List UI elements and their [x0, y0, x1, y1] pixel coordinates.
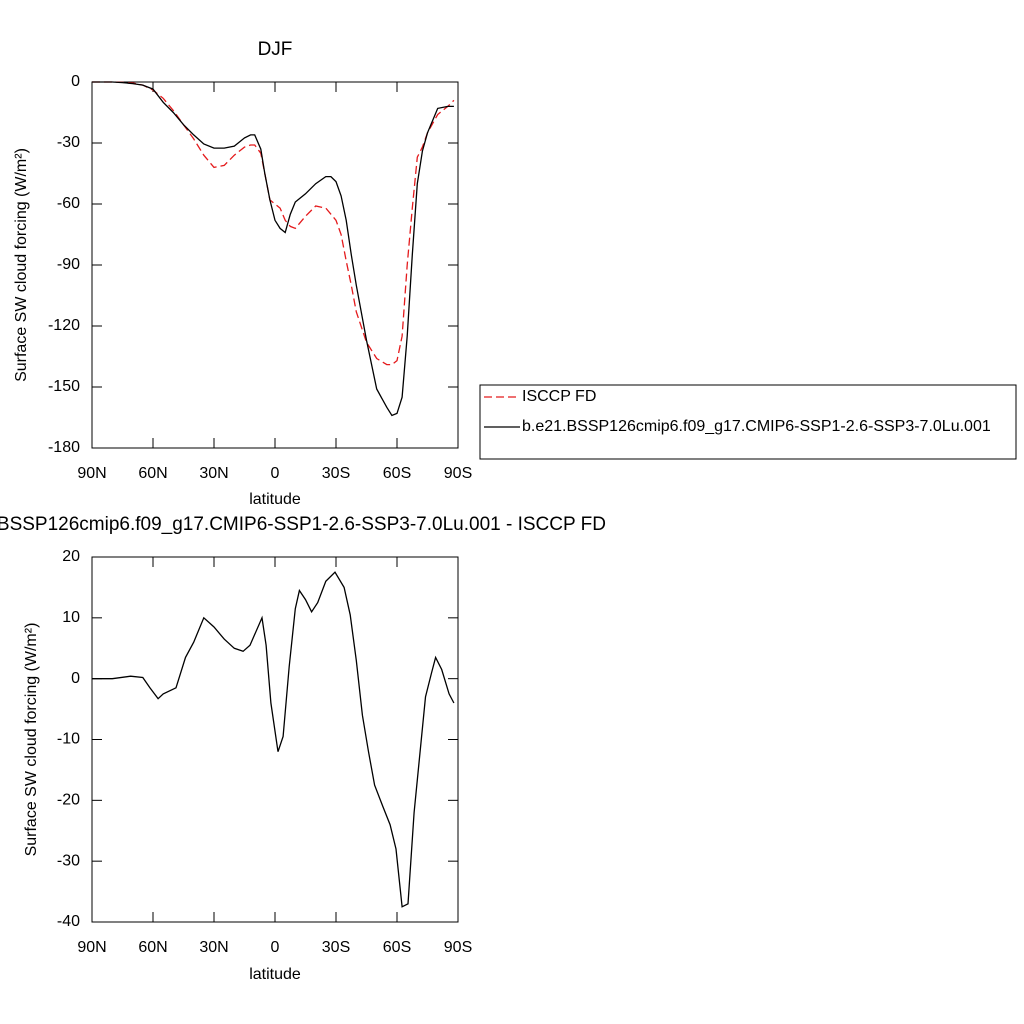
data-line: [92, 81, 454, 417]
data-line: [92, 571, 455, 908]
legend-label: b.e21.BSSP126cmip6.f09_g17.CMIP6-SSP1-2.…: [522, 418, 991, 435]
plot-frame: [91, 556, 459, 923]
y-tick-label: 0: [71, 73, 80, 90]
y-tick-label: -60: [57, 195, 80, 212]
plot-frame: [91, 81, 459, 449]
y-axis-label: Surface SW cloud forcing (W/m²): [23, 623, 40, 857]
y-axis-label: Surface SW cloud forcing (W/m²): [13, 148, 30, 382]
x-tick-label: 90S: [444, 465, 472, 482]
y-tick-label: -180: [48, 439, 80, 456]
x-tick-label: 0: [271, 465, 280, 482]
x-tick-label: 90N: [77, 465, 106, 482]
x-axis-label: latitude: [249, 966, 301, 983]
x-tick-label: 60N: [138, 939, 167, 956]
x-tick-label: 30S: [322, 465, 350, 482]
x-tick-label: 30N: [199, 939, 228, 956]
chart-title: b.e21.BSSP126cmip6.f09_g17.CMIP6-SSP1-2.…: [0, 514, 606, 535]
y-tick-label: 0: [71, 670, 80, 687]
legend-label: ISCCP FD: [522, 388, 596, 405]
x-tick-label: 0: [271, 939, 280, 956]
x-tick-label: 90N: [77, 939, 106, 956]
chart-title: DJF: [258, 39, 293, 60]
x-tick-label: 60S: [383, 465, 411, 482]
x-tick-label: 30S: [322, 939, 350, 956]
x-tick-label: 60N: [138, 465, 167, 482]
x-tick-label: 90S: [444, 939, 472, 956]
y-tick-label: 20: [62, 548, 80, 565]
x-tick-label: 30N: [199, 465, 228, 482]
legend-frame: [479, 384, 1017, 460]
y-tick-label: -30: [57, 134, 80, 151]
x-axis-label: latitude: [249, 491, 301, 508]
y-tick-label: 10: [62, 609, 80, 626]
x-tick-label: 60S: [383, 939, 411, 956]
y-tick-label: -150: [48, 378, 80, 395]
data-line: [92, 81, 455, 366]
y-tick-label: -20: [57, 792, 80, 809]
y-tick-label: -120: [48, 317, 80, 334]
y-tick-label: -10: [57, 731, 80, 748]
y-tick-label: -90: [57, 256, 80, 273]
y-tick-label: -30: [57, 852, 80, 869]
y-tick-label: -40: [57, 913, 80, 930]
